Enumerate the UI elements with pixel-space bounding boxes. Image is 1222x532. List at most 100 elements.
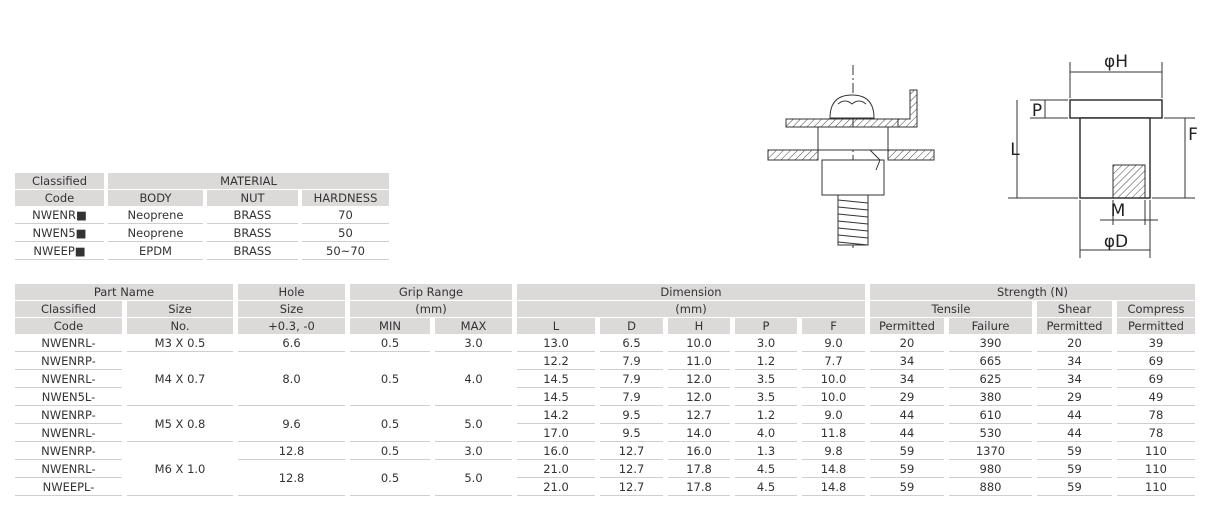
cell: 14.2: [517, 407, 595, 424]
cell: 70: [302, 207, 389, 224]
cell: 16.0: [668, 443, 730, 460]
cell: 34: [1037, 371, 1112, 388]
cell: 0.5: [350, 353, 430, 406]
cell: 1370: [949, 443, 1032, 460]
cell: 20: [870, 335, 944, 352]
cell: 44: [1037, 425, 1112, 442]
cell: NWENR■: [15, 207, 104, 224]
cell: 110: [1117, 479, 1195, 496]
header-cell: L: [517, 318, 595, 334]
cell: 3.5: [735, 389, 797, 406]
header-cell: Size: [238, 301, 345, 317]
cell: NWEEPL-: [15, 479, 122, 496]
cell: 390: [949, 335, 1032, 352]
row: NWENRL- 12.8 0.5 5.0 21.0 12.7 17.8 4.5 14.8 59 98…: [15, 461, 1195, 496]
header-cell: MAX: [435, 318, 512, 334]
cell: 16.0: [517, 443, 595, 460]
dim-label: P: [1032, 101, 1042, 121]
cell: M4 X 0.7: [127, 353, 233, 406]
cell: 6.5: [600, 335, 663, 352]
cell: 20: [1037, 335, 1112, 352]
cell: 3.0: [435, 443, 512, 460]
cell: EPDM: [108, 243, 203, 260]
cell: 11.8: [802, 425, 865, 442]
cell: 78: [1117, 407, 1195, 424]
row: NWENRL- M3 X 0.5 6.6 0.5 3.0 13.0 6.5 10.0 3.0 9.…: [15, 335, 1195, 352]
cell: NWEN5■: [15, 225, 104, 242]
cell: 21.0: [517, 479, 595, 496]
cell: 9.0: [802, 407, 865, 424]
cell: 12.0: [668, 389, 730, 406]
cell: 11.0: [668, 353, 730, 370]
cell: 5.0: [435, 407, 512, 442]
dim-label: L: [1010, 140, 1020, 160]
cell: 17.8: [668, 461, 730, 478]
cell: 44: [1037, 407, 1112, 424]
cell: 59: [1037, 461, 1112, 478]
cell: Neoprene: [108, 225, 203, 242]
dim-label: M: [1111, 201, 1126, 221]
cell: 12.2: [517, 353, 595, 370]
cell: 0.5: [350, 407, 430, 442]
cell: 610: [949, 407, 1032, 424]
cell: NWEN5L-: [15, 389, 122, 406]
cell: 9.5: [600, 407, 663, 424]
header-cell: Strength (N): [870, 284, 1195, 300]
cell: 10.0: [802, 389, 865, 406]
cell: 12.7: [600, 479, 663, 496]
cell: 4.5: [735, 461, 797, 478]
header-cell: D: [600, 318, 663, 334]
header-cell: MATERIAL: [108, 173, 389, 189]
header-cell: Permitted: [870, 318, 944, 334]
row: NWENRP- M6 X 1.0 12.8 0.5 3.0 16.0 12.7 16.0 1.3…: [15, 443, 1195, 496]
row: NWENRL- 14.5 7.9 12.0 3.5 10.0 34 625 34 69: [15, 371, 1195, 388]
cell: 44: [870, 425, 944, 442]
nut-drawing: [1008, 62, 1195, 258]
cell: NWEEP■: [15, 243, 104, 260]
header-row: Code BODY NUT HARDNESS: [15, 190, 389, 206]
cell: 78: [1117, 425, 1195, 442]
cell: 29: [870, 389, 944, 406]
cell: BRASS: [207, 225, 298, 242]
cell: NWENRL-: [15, 425, 122, 442]
row: NWENRP- M5 X 0.8 9.6 0.5 5.0 14.2 9.5 12.7 1.2 9.…: [15, 407, 1195, 442]
spec-table: Part Name Hole Grip Range Dimension Strength…: [10, 283, 1200, 497]
header-cell: Grip Range: [350, 284, 512, 300]
cell: 9.8: [802, 443, 865, 460]
cell: 380: [949, 389, 1032, 406]
cell: 13.0: [517, 335, 595, 352]
cell: 14.8: [802, 461, 865, 478]
header-cell: Size: [127, 301, 233, 317]
cell: NWENRP-: [15, 353, 122, 370]
cell: 59: [1037, 479, 1112, 496]
cell: 9.5: [600, 425, 663, 442]
cell: 12.8: [238, 443, 345, 460]
cell: 14.5: [517, 371, 595, 388]
cell: NWENRP-: [15, 407, 122, 424]
diagrams: φH P L F M φD: [767, 52, 1198, 258]
cell: BRASS: [207, 243, 298, 260]
cell: 625: [949, 371, 1032, 388]
cell: 1.3: [735, 443, 797, 460]
cell: 34: [1037, 353, 1112, 370]
header-cell: P: [735, 318, 797, 334]
cell: 7.7: [802, 353, 865, 370]
header-cell: Permitted: [1117, 318, 1195, 334]
header-cell: (mm): [517, 301, 865, 317]
cell: 29: [1037, 389, 1112, 406]
cell: 34: [870, 353, 944, 370]
header-cell: Hole: [238, 284, 345, 300]
header-cell: Code: [15, 190, 104, 206]
header-cell: +0.3, -0: [238, 318, 345, 334]
header-cell: Failure: [949, 318, 1032, 334]
install-drawing: [767, 65, 935, 248]
header-cell: BODY: [108, 190, 203, 206]
header-cell: (mm): [350, 301, 512, 317]
cell: 9.6: [238, 407, 345, 442]
cell: 10.0: [668, 335, 730, 352]
cell: 59: [1037, 443, 1112, 460]
header-row: Code No. +0.3, -0 MIN MAX L D H P F Permitted Failu…: [15, 318, 1195, 334]
cell: 14.0: [668, 425, 730, 442]
cell: 12.7: [600, 461, 663, 478]
